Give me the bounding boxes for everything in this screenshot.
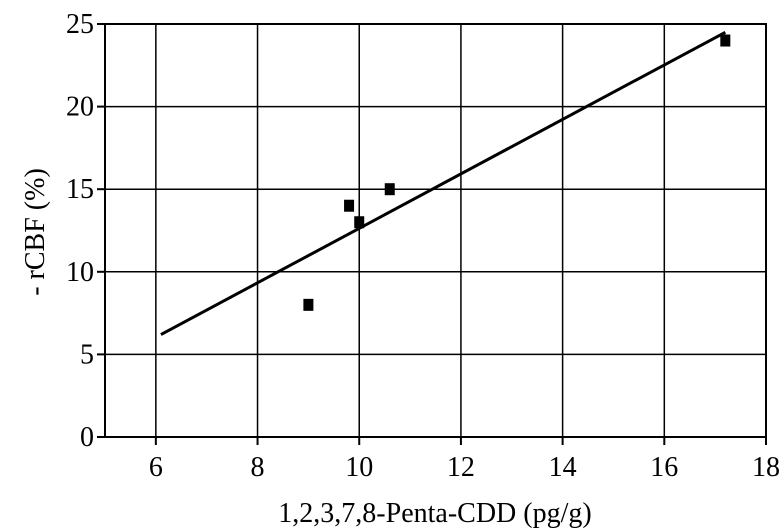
y-axis-title: - rCBF (%) <box>20 168 51 296</box>
x-tick-label: 6 <box>149 452 163 483</box>
x-tick-label: 8 <box>251 452 265 483</box>
data-point <box>384 183 395 196</box>
x-tick-label: 10 <box>345 452 373 483</box>
x-tick-label: 12 <box>447 452 475 483</box>
y-tick-label: 25 <box>66 9 94 40</box>
y-tick-label: 20 <box>66 92 94 123</box>
y-axis: 0 5 10 15 20 25 <box>66 9 105 453</box>
grid-lines <box>105 24 766 437</box>
y-tick-label: 5 <box>80 339 94 370</box>
fit-line <box>160 30 727 336</box>
data-point <box>354 216 365 229</box>
plot-area-frame <box>104 23 767 438</box>
x-tick-label: 14 <box>549 452 577 483</box>
x-tick-label: 18 <box>752 452 780 483</box>
data-point <box>344 199 355 212</box>
x-axis-title: 1,2,3,7,8-Penta-CDD (pg/g) <box>278 498 591 529</box>
y-tick-label: 15 <box>66 174 94 205</box>
data-point <box>720 34 731 47</box>
data-point <box>303 298 314 311</box>
data-points <box>303 34 731 311</box>
x-axis: 6 8 10 12 14 16 18 <box>149 437 780 483</box>
y-tick-label: 10 <box>66 257 94 288</box>
y-tick-label: 0 <box>80 422 94 453</box>
x-tick-label: 16 <box>650 452 678 483</box>
